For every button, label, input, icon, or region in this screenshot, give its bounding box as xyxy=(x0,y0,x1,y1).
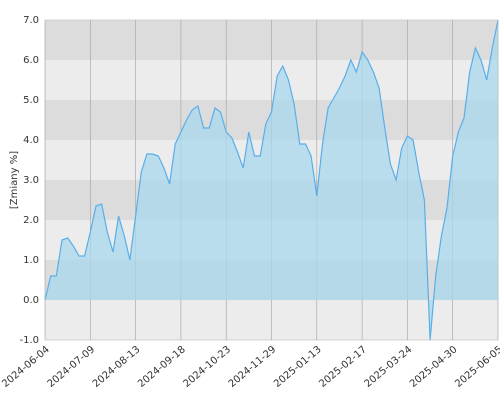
y-tick-label: 1.0 xyxy=(23,255,39,266)
x-tick-label: 2025-01-13 xyxy=(272,344,324,390)
line xyxy=(44,19,499,341)
x-tick-label: 2025-06-05 xyxy=(453,344,500,390)
plot-frame xyxy=(44,19,499,341)
x-tick-label: 2024-11-29 xyxy=(227,344,279,390)
y-tick-label: 7.0 xyxy=(23,15,39,26)
y-tick-label: 3.0 xyxy=(23,175,39,186)
x-tick-label: 2025-04-30 xyxy=(408,344,460,390)
y-tick-label: -1.0 xyxy=(19,335,39,346)
x-tick-label: 2024-08-13 xyxy=(91,344,143,390)
x-tick-label: 2025-03-24 xyxy=(363,344,415,390)
area xyxy=(45,20,498,340)
y-tick-label: 4.0 xyxy=(23,135,39,146)
x-tick-label: 2024-07-09 xyxy=(46,344,98,390)
y-axis-label: [Zmiany %] xyxy=(9,151,20,209)
x-tick-label: 2025-02-17 xyxy=(317,344,369,390)
y-tick-label: 5.0 xyxy=(23,95,39,106)
x-tick-label: 2024-09-18 xyxy=(136,344,188,390)
y-tick-label: 6.0 xyxy=(23,55,39,66)
y-tick-label: 0.0 xyxy=(23,295,39,306)
y-tick-label: 2.0 xyxy=(23,215,39,226)
x-tick-label: 2024-10-23 xyxy=(181,344,233,390)
x-tick-label: 2024-06-04 xyxy=(0,344,52,390)
